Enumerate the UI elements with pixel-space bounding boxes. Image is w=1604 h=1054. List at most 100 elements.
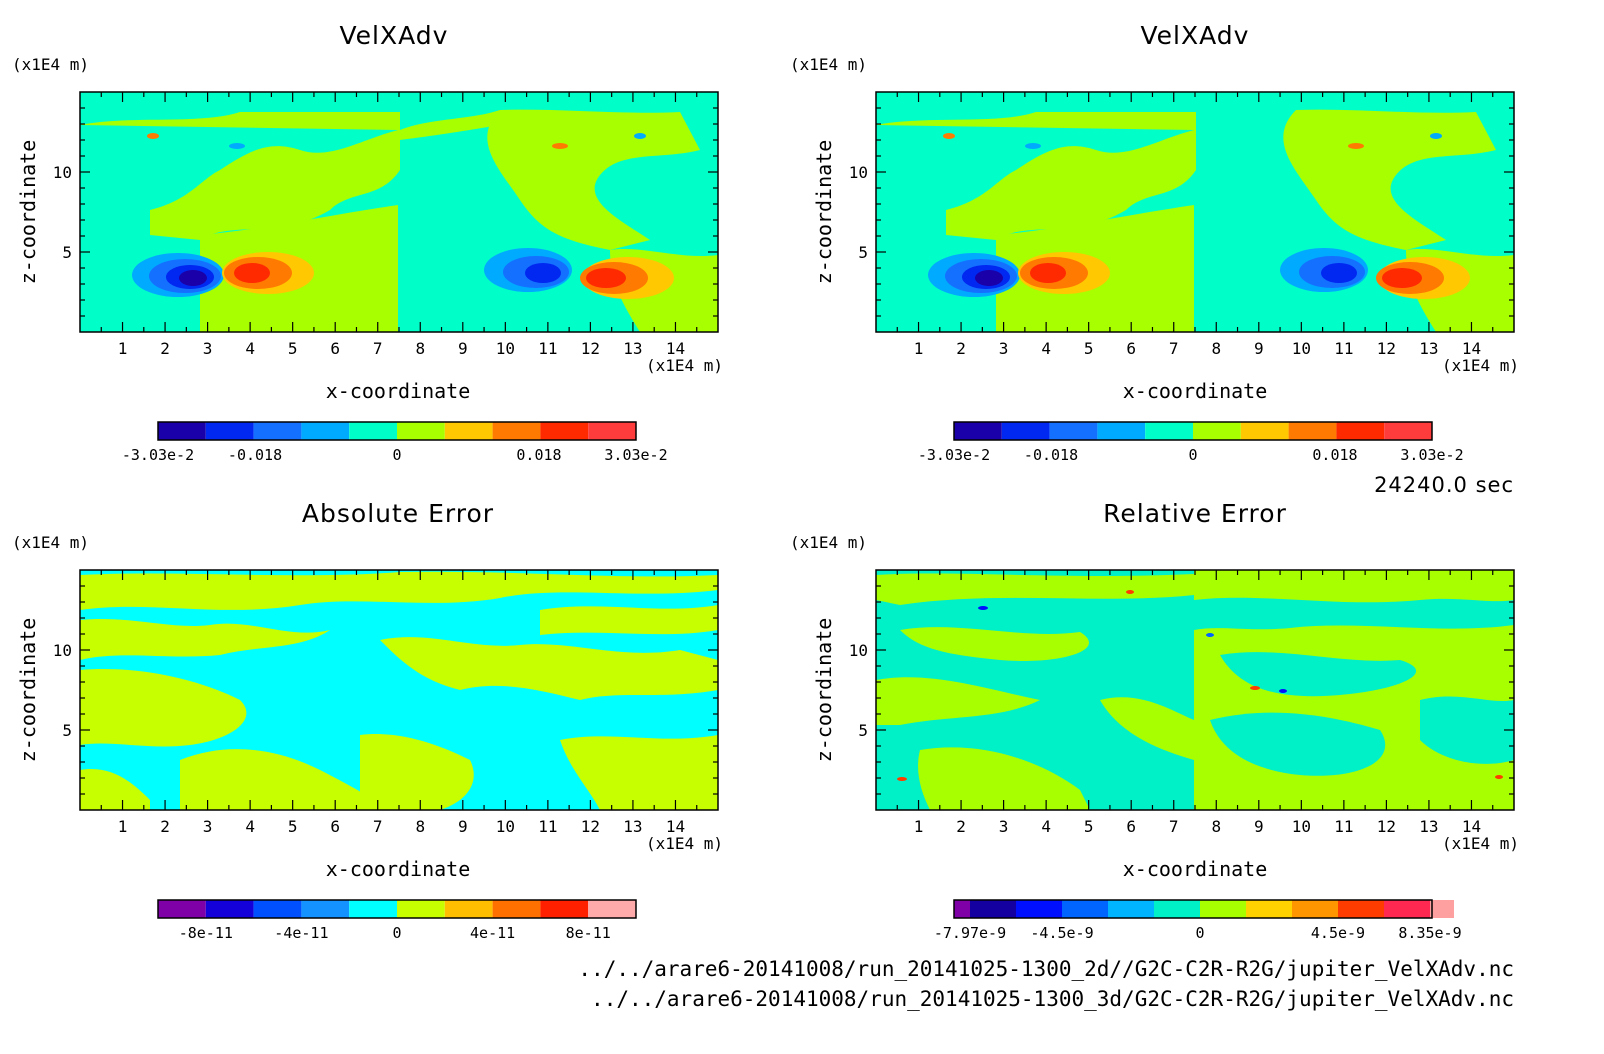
colorbar-bin xyxy=(492,422,541,440)
colorbar-label: -4.5e-9 xyxy=(1030,924,1093,942)
x-tick-label: 12 xyxy=(1377,339,1396,358)
y-tick-label: 5 xyxy=(62,721,72,740)
colorbar-bin xyxy=(540,900,589,918)
contour-cell xyxy=(634,133,646,139)
y-tick-label: 5 xyxy=(62,243,72,262)
colorbar-bin xyxy=(397,422,445,440)
x-tick-label: 9 xyxy=(1254,817,1264,836)
contour-cell xyxy=(552,143,568,149)
y-tick-label: 10 xyxy=(849,163,868,182)
x-axis-ticks: 1 2 3 4 5 6 7 8 9 10 11 12 13 14 xyxy=(100,92,698,358)
x-tick-label: 4 xyxy=(245,817,255,836)
panel-title: VelXAdv xyxy=(1141,21,1250,50)
y-axis-label: z-coordinate xyxy=(812,140,836,285)
colorbar-bin xyxy=(1062,900,1108,918)
y-axis-label: z-coordinate xyxy=(16,618,40,763)
colorbar-bin xyxy=(1145,422,1193,440)
colorbar-bin xyxy=(1200,900,1246,918)
colorbar-bin xyxy=(444,422,493,440)
colorbar-frame xyxy=(157,899,637,919)
colorbar-label: 0 xyxy=(392,924,401,942)
y-axis-label: z-coordinate xyxy=(16,140,40,285)
panel-title: VelXAdv xyxy=(340,21,449,50)
x-tick-label: 6 xyxy=(330,817,340,836)
colorbar-label: 0 xyxy=(392,446,401,464)
x-tick-label: 8 xyxy=(415,817,425,836)
x-axis-label: x-coordinate xyxy=(326,379,471,403)
x-tick-label: 4 xyxy=(1041,339,1051,358)
y-tick-label: 10 xyxy=(53,163,72,182)
contour-cell xyxy=(1279,689,1287,693)
x-tick-label: 9 xyxy=(1254,339,1264,358)
y-tick-label: 10 xyxy=(53,641,72,660)
field-region xyxy=(1420,696,1514,764)
colorbar-bin xyxy=(1240,422,1289,440)
field-region xyxy=(876,677,1040,725)
colorbar-label: 0.018 xyxy=(1312,446,1357,464)
x-tick-label: 13 xyxy=(623,339,642,358)
x-tick-label: 13 xyxy=(623,817,642,836)
contour-field xyxy=(80,570,718,810)
x-unit-label: (x1E4 m) xyxy=(1442,356,1519,375)
colorbar-bin xyxy=(1430,900,1454,918)
field-region xyxy=(400,110,500,140)
colorbar-label: -7.97e-9 xyxy=(934,924,1006,942)
x-tick-label: 2 xyxy=(160,339,170,358)
colorbar-bin xyxy=(1154,900,1200,918)
y-axis-ticks: 5 10 xyxy=(849,107,1514,317)
x-tick-label: 10 xyxy=(496,339,515,358)
x-tick-label: 10 xyxy=(496,817,515,836)
y-unit-label: (x1E4 m) xyxy=(790,533,867,552)
x-tick-label: 12 xyxy=(1377,817,1396,836)
contour-cell xyxy=(147,133,159,139)
colorbar-bin xyxy=(158,422,206,440)
x-tick-label: 11 xyxy=(538,817,557,836)
colorbar-label: 0.018 xyxy=(516,446,561,464)
field-region xyxy=(80,618,330,660)
footer-path-2d: ../../arare6-20141008/run_20141025-1300_… xyxy=(578,957,1514,981)
x-tick-label: 4 xyxy=(245,339,255,358)
x-tick-label: 1 xyxy=(118,817,128,836)
colorbar-bin xyxy=(253,900,302,918)
y-tick-label: 5 xyxy=(858,721,868,740)
x-tick-label: 8 xyxy=(415,339,425,358)
colorbar-bin xyxy=(349,900,397,918)
colorbar-bin xyxy=(1016,900,1062,918)
field-region xyxy=(900,627,1089,661)
x-tick-label: 7 xyxy=(373,817,383,836)
x-unit-label: (x1E4 m) xyxy=(646,356,723,375)
field-region xyxy=(876,112,1196,240)
colorbar-bin xyxy=(1049,422,1098,440)
colorbar-frame xyxy=(953,421,1433,441)
x-tick-label: 14 xyxy=(666,817,685,836)
contour-cell xyxy=(943,133,955,139)
colorbar-bin xyxy=(1292,900,1338,918)
field-region xyxy=(876,573,1194,605)
colorbar-bin xyxy=(1108,900,1154,918)
colorbar-bin xyxy=(349,422,397,440)
colorbar-bin xyxy=(588,900,636,918)
panel-velxadv-left: VelXAdv (x1E4 m) xyxy=(12,21,723,464)
x-tick-label: 4 xyxy=(1041,817,1051,836)
panel-title: Absolute Error xyxy=(302,499,494,528)
x-axis-label: x-coordinate xyxy=(1123,379,1268,403)
colorbar-bin xyxy=(954,422,1002,440)
field-region xyxy=(1283,109,1496,250)
x-tick-label: 3 xyxy=(999,339,1009,358)
x-tick-label: 11 xyxy=(1334,817,1353,836)
colorbar-label: 0 xyxy=(1188,446,1197,464)
y-tick-label: 10 xyxy=(849,641,868,660)
x-tick-label: 9 xyxy=(458,339,468,358)
colorbar-bin xyxy=(301,422,350,440)
x-tick-label: 9 xyxy=(458,817,468,836)
colorbar-bin xyxy=(1193,422,1241,440)
colorbar-bin xyxy=(1288,422,1337,440)
x-tick-label: 5 xyxy=(1084,817,1094,836)
field-region xyxy=(80,769,150,810)
y-axis-ticks: 5 10 xyxy=(849,585,1514,795)
x-axis-ticks: 1 2 3 4 5 6 7 8 9 10 11 12 13 14 xyxy=(896,570,1494,836)
field-region xyxy=(1194,597,1514,630)
contour-cell xyxy=(179,270,207,286)
colorbar-bin xyxy=(1338,900,1384,918)
contour-field xyxy=(876,92,1514,332)
